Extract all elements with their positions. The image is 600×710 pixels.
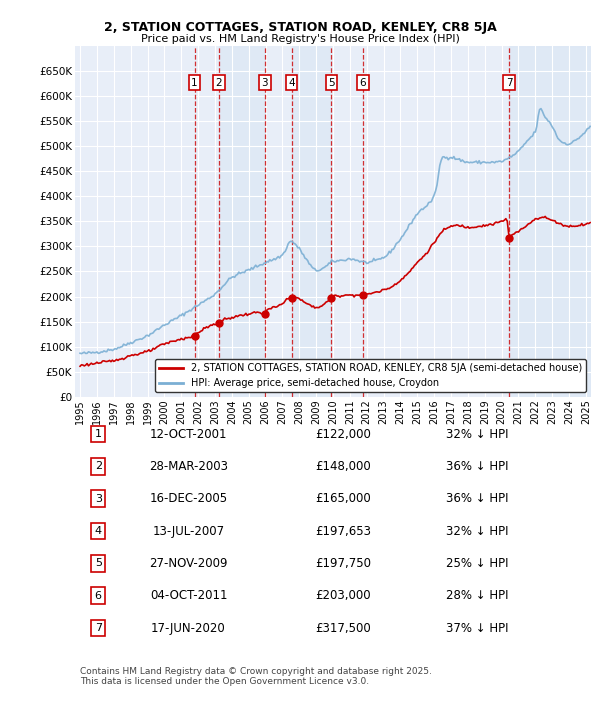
Text: 13-JUL-2007: 13-JUL-2007 <box>152 525 224 537</box>
Text: 16-DEC-2005: 16-DEC-2005 <box>149 492 227 506</box>
Text: 12-OCT-2001: 12-OCT-2001 <box>150 427 227 441</box>
Text: 17-JUN-2020: 17-JUN-2020 <box>151 621 226 635</box>
Text: Price paid vs. HM Land Registry's House Price Index (HPI): Price paid vs. HM Land Registry's House … <box>140 34 460 44</box>
Text: 28% ↓ HPI: 28% ↓ HPI <box>446 589 509 602</box>
Text: 3: 3 <box>95 493 102 503</box>
Text: 3: 3 <box>262 77 268 87</box>
Text: 36% ↓ HPI: 36% ↓ HPI <box>446 460 509 473</box>
Legend: 2, STATION COTTAGES, STATION ROAD, KENLEY, CR8 5JA (semi-detached house), HPI: A: 2, STATION COTTAGES, STATION ROAD, KENLE… <box>155 359 586 392</box>
Text: 28-MAR-2003: 28-MAR-2003 <box>149 460 228 473</box>
Text: 5: 5 <box>328 77 335 87</box>
Text: 1: 1 <box>95 429 102 439</box>
Text: 27-NOV-2009: 27-NOV-2009 <box>149 557 228 570</box>
Text: 37% ↓ HPI: 37% ↓ HPI <box>446 621 509 635</box>
Text: 7: 7 <box>506 77 512 87</box>
Text: 2: 2 <box>95 462 102 471</box>
Text: 2, STATION COTTAGES, STATION ROAD, KENLEY, CR8 5JA: 2, STATION COTTAGES, STATION ROAD, KENLE… <box>104 21 496 34</box>
Text: 32% ↓ HPI: 32% ↓ HPI <box>446 525 509 537</box>
Text: £317,500: £317,500 <box>316 621 371 635</box>
Text: 04-OCT-2011: 04-OCT-2011 <box>150 589 227 602</box>
Bar <box>219 46 265 397</box>
Text: 1: 1 <box>191 77 198 87</box>
Text: 32% ↓ HPI: 32% ↓ HPI <box>446 427 509 441</box>
Text: £197,653: £197,653 <box>316 525 371 537</box>
Text: £165,000: £165,000 <box>316 492 371 506</box>
Text: 7: 7 <box>95 623 102 633</box>
Text: £203,000: £203,000 <box>316 589 371 602</box>
Text: 36% ↓ HPI: 36% ↓ HPI <box>446 492 509 506</box>
Text: £122,000: £122,000 <box>316 427 371 441</box>
Text: 6: 6 <box>95 591 102 601</box>
Text: 5: 5 <box>95 558 102 569</box>
Text: 2: 2 <box>215 77 223 87</box>
Text: 6: 6 <box>359 77 366 87</box>
Text: 25% ↓ HPI: 25% ↓ HPI <box>446 557 509 570</box>
Bar <box>509 46 591 397</box>
Text: £197,750: £197,750 <box>316 557 371 570</box>
Text: 4: 4 <box>95 526 102 536</box>
Text: £148,000: £148,000 <box>316 460 371 473</box>
Bar <box>292 46 331 397</box>
Text: Contains HM Land Registry data © Crown copyright and database right 2025.
This d: Contains HM Land Registry data © Crown c… <box>80 667 432 687</box>
Text: 4: 4 <box>288 77 295 87</box>
